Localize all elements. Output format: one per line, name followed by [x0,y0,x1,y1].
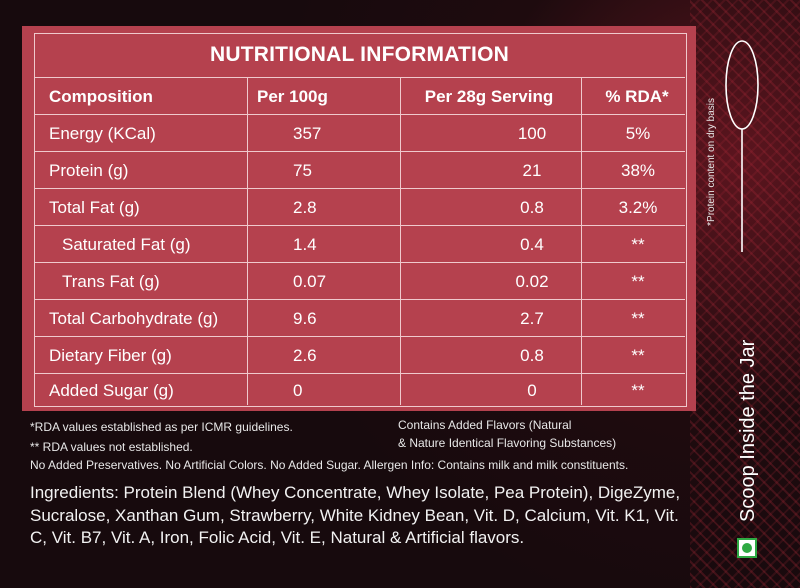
column-divider [247,77,248,405]
ingredients-text: Ingredients: Protein Blend (Whey Concent… [30,483,681,547]
header-rda: % RDA* [605,87,669,106]
row-per-serving: 0.02 [515,272,549,291]
row-rda: ** [631,381,645,400]
row-name: Saturated Fat (g) [62,235,191,254]
row-per-serving: 21 [522,161,542,180]
row-rda: 38% [620,161,656,180]
row-per-100g: 2.6 [293,346,317,365]
background-pattern [690,0,800,588]
row-per-100g: 0 [293,381,303,400]
table-row: Saturated Fat (g) 1.4 0.4 ** [34,225,685,263]
row-per-100g: 2.8 [293,198,317,217]
row-rda: ** [631,346,645,365]
column-divider [400,77,401,405]
row-per-100g: 0.07 [293,272,327,291]
row-name: Added Sugar (g) [49,381,174,400]
row-per-100g: 1.4 [293,235,317,254]
table-row: Total Carbohydrate (g) 9.6 2.7 ** [34,299,685,337]
row-name: Protein (g) [49,161,129,180]
table-row: Energy (KCal) 357 100 5% [34,114,685,152]
row-per-serving: 0.8 [520,346,544,365]
rda-not-established-note: ** RDA values not established. [30,440,193,454]
row-name: Total Fat (g) [49,198,140,217]
row-rda: ** [631,272,645,291]
row-per-100g: 357 [293,124,322,143]
nutrition-panel [22,26,696,411]
row-rda: 3.2% [618,198,658,217]
table-title: NUTRITIONAL INFORMATION [210,43,509,66]
scoop-inside-jar-label: Scoop Inside the Jar [737,339,759,522]
row-per-100g: 75 [293,161,312,180]
row-name: Trans Fat (g) [62,272,160,291]
row-per-serving: 2.7 [520,309,544,328]
header-per-serving: Per 28g Serving [424,87,554,106]
flavors-note-line2: & Nature Identical Flavoring Substances) [398,436,617,450]
row-per-100g: 9.6 [293,309,317,328]
header-composition: Composition [49,87,153,106]
flavors-note-line1: Contains Added Flavors (Natural [398,418,572,432]
rda-note: *RDA values established as per ICMR guid… [30,420,293,434]
veg-mark-icon [737,538,757,558]
column-divider [581,77,582,405]
row-rda: ** [631,309,645,328]
row-per-serving: 0.4 [520,235,544,254]
header-per-100g: Per 100g [257,87,328,106]
table-row: Trans Fat (g) 0.07 0.02 ** [34,262,685,300]
table-row: Dietary Fiber (g) 2.6 0.8 ** [34,336,685,374]
table-row: Added Sugar (g) 0 0 ** [34,373,685,406]
row-per-serving: 0.8 [520,198,544,217]
allergen-note: No Added Preservatives. No Artificial Co… [30,458,629,472]
table-row: Total Fat (g) 2.8 0.8 3.2% [34,188,685,226]
row-rda: 5% [625,124,651,143]
row-rda: ** [631,235,645,254]
row-per-serving: 0 [527,381,537,400]
table-row: Protein (g) 75 21 38% [34,151,685,189]
row-per-serving: 100 [517,124,547,143]
row-name: Total Carbohydrate (g) [49,309,219,328]
row-name: Energy (KCal) [49,124,156,143]
nutrition-table-border [34,33,687,407]
protein-dry-basis-note: *Protein content on dry basis [706,98,717,226]
table-header-row: Composition Per 100g Per 28g Serving % R… [34,77,685,115]
spoon-icon [725,40,759,252]
row-name: Dietary Fiber (g) [49,346,172,365]
